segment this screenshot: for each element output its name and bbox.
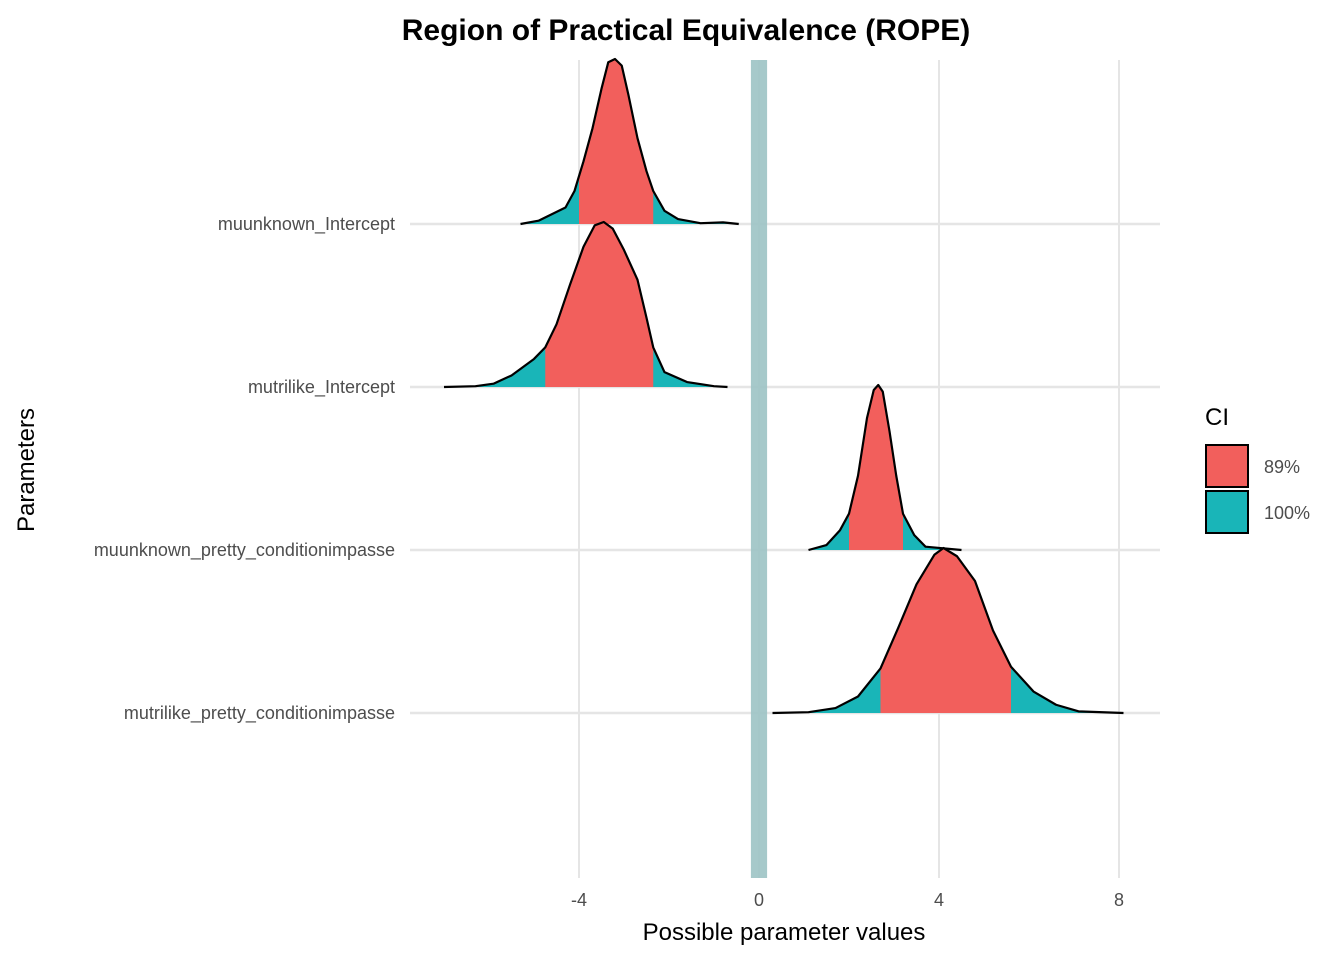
ci89-area — [579, 59, 654, 224]
rope-band-layer — [750, 60, 768, 878]
x-tick-labels: -4 0 4 8 — [571, 890, 1124, 910]
x-tick-label: -4 — [571, 890, 587, 910]
x-axis-title: Possible parameter values — [643, 919, 926, 946]
density-muunknown_Intercept — [520, 57, 739, 226]
density-mutrilike_Intercept — [443, 220, 728, 389]
chart-title: Region of Practical Equivalence (ROPE) — [402, 14, 970, 47]
density-layer — [443, 57, 1124, 715]
y-tick-label: muunknown_Intercept — [218, 214, 395, 235]
y-gridlines — [410, 222, 1160, 715]
rope-band — [750, 60, 768, 878]
legend: CI 89% 100% — [1205, 404, 1310, 534]
legend-label: 89% — [1264, 457, 1300, 477]
legend-key — [1205, 490, 1249, 534]
density-outline — [772, 546, 1124, 715]
density-outline — [443, 220, 728, 389]
y-tick-label: mutrilike_Intercept — [248, 377, 395, 398]
ci89-area — [849, 385, 903, 550]
legend-key — [1205, 444, 1249, 488]
density-muunknown_pretty_conditionimpasse — [808, 383, 962, 552]
y-axis-title: Parameters — [13, 408, 40, 532]
legend-label: 100% — [1264, 503, 1310, 523]
x-tick-label: 4 — [934, 890, 944, 910]
density-outline — [520, 57, 739, 226]
x-tick-label: 8 — [1114, 890, 1124, 910]
x-gridlines — [578, 60, 1120, 878]
y-tick-labels: muunknown_Intercept mutrilike_Interceptmu… — [94, 214, 395, 724]
ci89-area — [880, 548, 1011, 713]
density-outline — [808, 383, 962, 552]
legend-title: CI — [1205, 404, 1229, 431]
y-tick-label: mutrilike_pretty_conditionimpasse — [124, 703, 395, 724]
y-tick-label: muunknown_pretty_conditionimpasse — [94, 540, 395, 561]
ci89-area — [545, 222, 654, 387]
x-tick-label: 0 — [754, 890, 764, 910]
density-mutrilike_pretty_conditionimpasse — [772, 546, 1124, 715]
